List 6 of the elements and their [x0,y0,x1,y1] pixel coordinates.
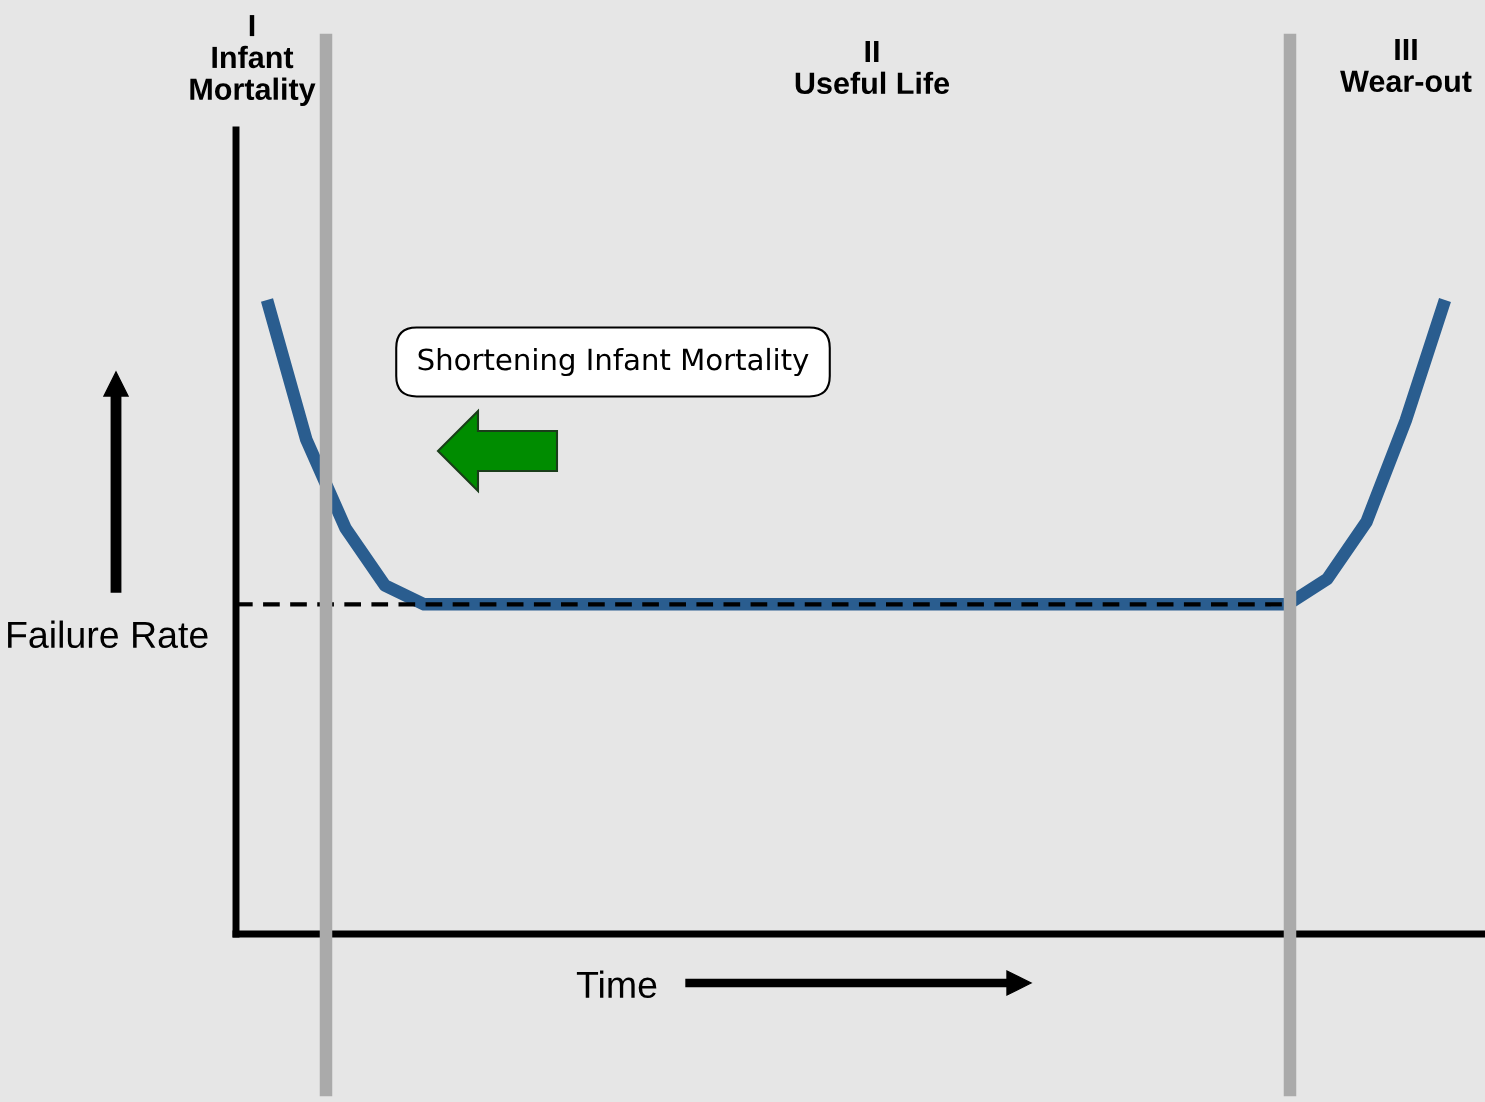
text: III Wear-out [1340,38,1472,93]
annotation: Shortening Infant Mortality [418,347,809,377]
text: II Useful Life [795,40,950,95]
x-axis-title: Time [576,970,657,999]
y-axis-title: Failure Rate [8,620,208,649]
text: I Infant Mortality [190,15,316,107]
